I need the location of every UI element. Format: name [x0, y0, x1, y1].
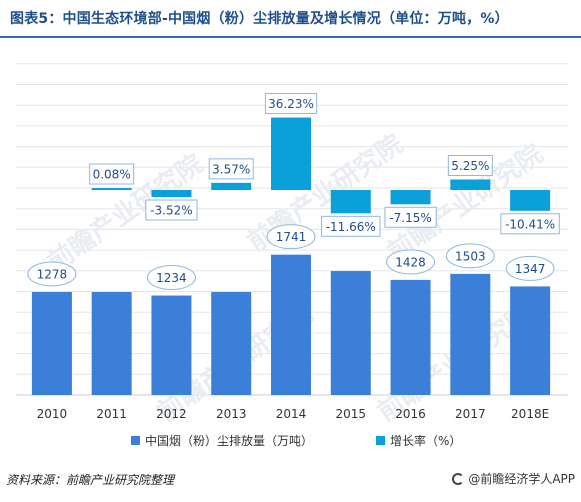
- growth-data-label: 36.23%: [268, 97, 314, 111]
- emission-label-bubble: [386, 249, 436, 275]
- bar-emission: [271, 254, 311, 395]
- legend-swatch-emission: [131, 436, 140, 445]
- bar-growth: [390, 190, 431, 205]
- emission-label-bubble: [27, 261, 77, 287]
- chart-area: 前瞻产业研究院前瞻产业研究院前瞻产业研究院前瞻产业研究院前瞻产业研究院12782…: [0, 40, 581, 462]
- growth-label-box: [208, 158, 254, 180]
- bar-growth: [151, 190, 192, 198]
- x-tick-label: 2017: [455, 407, 486, 421]
- growth-label-box: [500, 213, 560, 235]
- emission-data-label: 1278: [37, 267, 68, 281]
- emission-label-bubble: [266, 224, 316, 250]
- bar-emission: [151, 295, 192, 395]
- bar-growth: [330, 190, 371, 214]
- growth-data-label: -7.15%: [389, 211, 431, 225]
- growth-data-label: 0.08%: [93, 168, 131, 182]
- x-tick-label: 2011: [96, 407, 127, 421]
- watermark-text: 前瞻产业研究院: [242, 128, 409, 258]
- growth-label-box: [321, 215, 381, 237]
- bar-emission: [211, 291, 252, 395]
- bar-growth: [271, 117, 311, 190]
- growth-data-label: 5.25%: [451, 159, 489, 173]
- chart-title: 图表5：中国生态环境部-中国烟（粉）尘排放量及增长情况（单位：万吨，%）: [10, 11, 509, 27]
- chart-svg: 前瞻产业研究院前瞻产业研究院前瞻产业研究院前瞻产业研究院前瞻产业研究院12782…: [16, 63, 568, 448]
- emission-data-label: 1428: [395, 255, 426, 269]
- legend-label-emission: 中国烟（粉）尘排放量（万吨）: [145, 433, 313, 448]
- bar-emission: [450, 273, 491, 395]
- x-tick-label: 2018E: [511, 407, 549, 421]
- growth-data-label: 3.57%: [212, 162, 250, 176]
- x-tick-label: 2016: [395, 407, 426, 421]
- legend-swatch-growth: [376, 436, 385, 445]
- emission-label-bubble: [505, 255, 555, 281]
- bar-growth: [91, 188, 132, 190]
- brand-label: @前瞻经济学人APP: [468, 472, 575, 486]
- x-tick-label: 2012: [156, 407, 187, 421]
- emission-label-bubble: [146, 265, 196, 291]
- bar-emission: [510, 286, 551, 395]
- bar-emission: [31, 291, 72, 395]
- legend-label-growth: 增长率（%）: [390, 433, 461, 448]
- bar-emission: [390, 279, 431, 395]
- emission-label-bubble: [445, 243, 495, 269]
- growth-label-box: [447, 155, 493, 176]
- bar-growth: [510, 190, 551, 211]
- growth-data-label: -3.52%: [150, 204, 192, 218]
- brand-logo-icon: [452, 472, 465, 485]
- emission-data-label: 1347: [515, 262, 546, 276]
- growth-label-box: [145, 199, 198, 221]
- growth-label-box: [384, 206, 437, 228]
- x-tick-label: 2015: [336, 407, 367, 421]
- growth-data-label: -10.41%: [505, 217, 555, 231]
- bar-emission: [91, 291, 132, 395]
- bar-growth: [450, 179, 491, 190]
- source-note: 资料来源：前瞻产业研究院整理: [6, 473, 175, 487]
- growth-data-label: -11.66%: [326, 220, 376, 234]
- x-tick-label: 2014: [276, 407, 307, 421]
- title-divider: [0, 36, 581, 38]
- brand-credit: @前瞻经济学人APP: [452, 470, 575, 487]
- emission-data-label: 1503: [455, 249, 486, 263]
- growth-label-box: [264, 93, 318, 115]
- x-tick-label: 2010: [37, 407, 68, 421]
- x-tick-label: 2013: [216, 407, 247, 421]
- emission-data-label: 1741: [276, 230, 307, 244]
- bar-growth: [211, 182, 252, 190]
- emission-data-label: 1234: [156, 271, 187, 285]
- growth-label-box: [89, 163, 135, 185]
- bar-emission: [330, 271, 371, 395]
